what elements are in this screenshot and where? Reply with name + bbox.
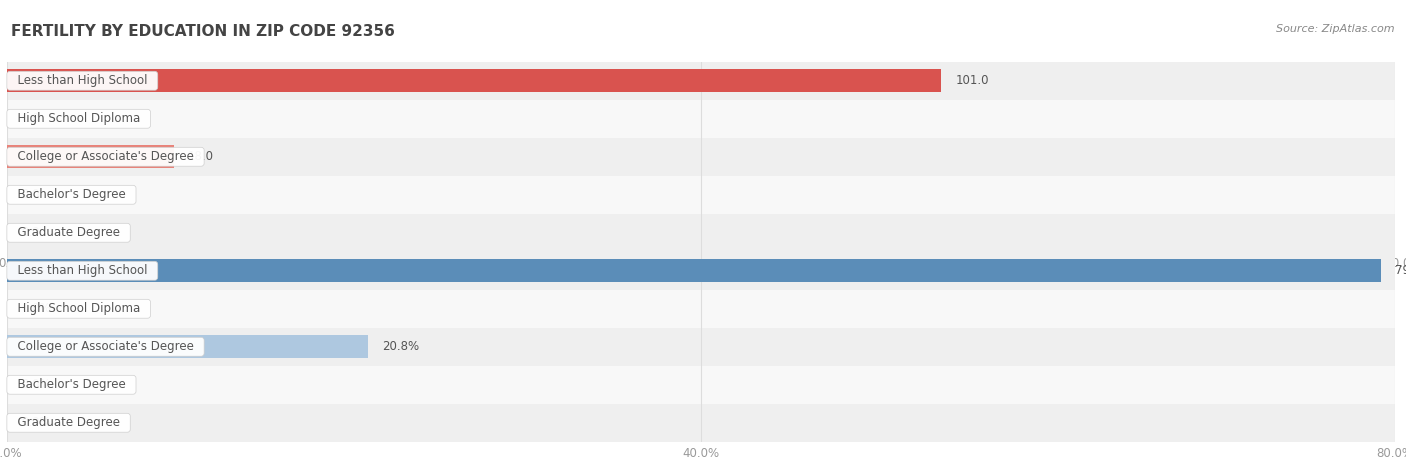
Text: FERTILITY BY EDUCATION IN ZIP CODE 92356: FERTILITY BY EDUCATION IN ZIP CODE 92356 — [11, 24, 395, 39]
Text: 20.8%: 20.8% — [381, 340, 419, 353]
Text: Less than High School: Less than High School — [10, 264, 155, 277]
Bar — [7, 252, 1395, 290]
Bar — [7, 328, 1395, 366]
Text: Source: ZipAtlas.com: Source: ZipAtlas.com — [1277, 24, 1395, 34]
Text: 79.2%: 79.2% — [1395, 264, 1406, 277]
Bar — [7, 335, 368, 358]
Text: 0.0%: 0.0% — [21, 416, 51, 429]
Bar — [7, 259, 1381, 282]
Text: 0.0%: 0.0% — [21, 378, 51, 391]
Text: Bachelor's Degree: Bachelor's Degree — [10, 378, 134, 391]
Bar — [7, 145, 173, 168]
Bar — [7, 69, 942, 92]
Text: College or Associate's Degree: College or Associate's Degree — [10, 150, 201, 163]
Bar — [7, 290, 1395, 328]
Text: Less than High School: Less than High School — [10, 74, 155, 87]
Text: Graduate Degree: Graduate Degree — [10, 226, 128, 239]
Text: 0.0%: 0.0% — [21, 302, 51, 315]
Bar — [7, 214, 1395, 252]
Text: Bachelor's Degree: Bachelor's Degree — [10, 188, 134, 201]
Text: High School Diploma: High School Diploma — [10, 302, 148, 315]
Bar — [7, 404, 1395, 442]
Text: High School Diploma: High School Diploma — [10, 112, 148, 125]
Bar — [7, 366, 1395, 404]
Bar — [7, 62, 1395, 100]
Text: Graduate Degree: Graduate Degree — [10, 416, 128, 429]
Bar — [7, 138, 1395, 176]
Text: 0.0: 0.0 — [21, 112, 39, 125]
Text: College or Associate's Degree: College or Associate's Degree — [10, 340, 201, 353]
Text: 0.0: 0.0 — [21, 226, 39, 239]
Bar — [7, 176, 1395, 214]
Text: 18.0: 18.0 — [187, 150, 214, 163]
Text: 101.0: 101.0 — [955, 74, 988, 87]
Text: 0.0: 0.0 — [21, 188, 39, 201]
Bar — [7, 100, 1395, 138]
